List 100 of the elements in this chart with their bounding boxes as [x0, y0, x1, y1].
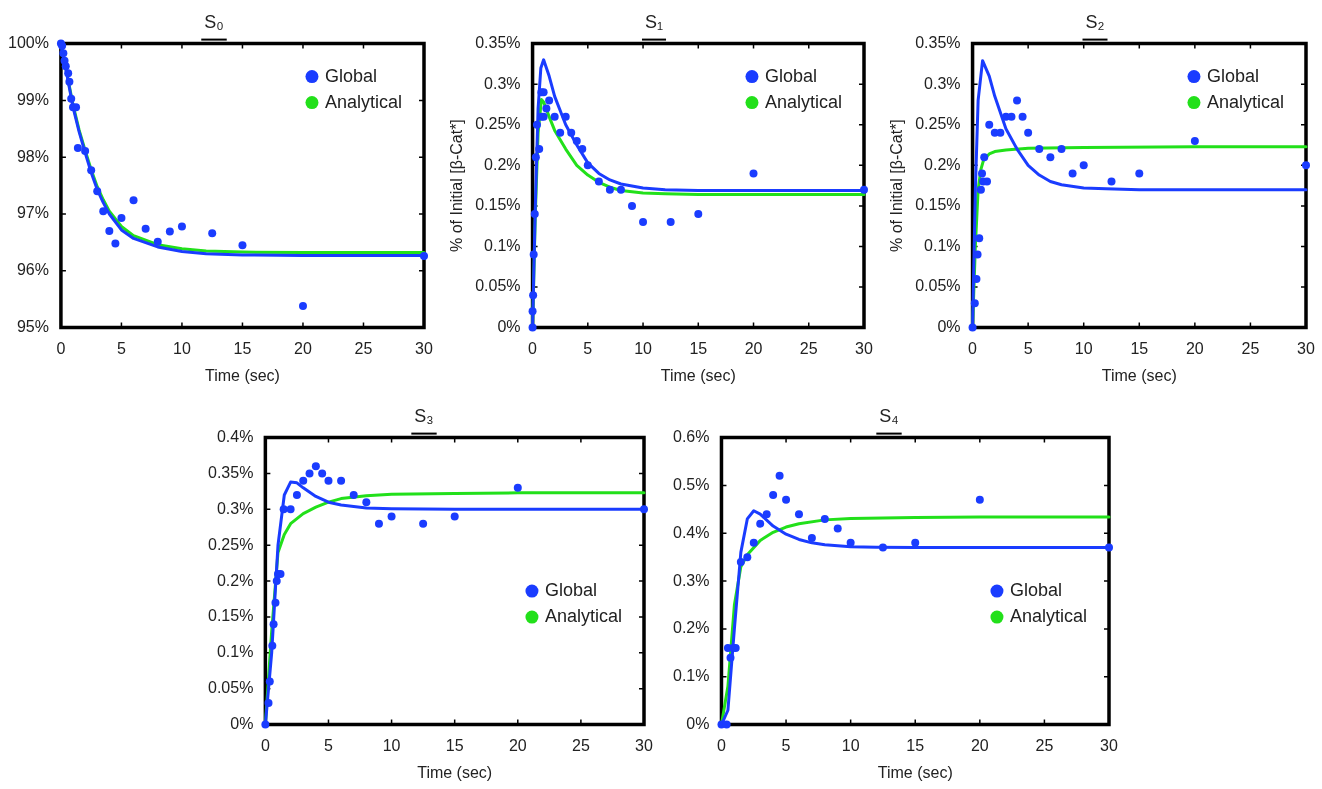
point: [567, 128, 576, 137]
point: [272, 577, 281, 586]
x-tick-label: 15: [906, 736, 925, 754]
point: [81, 146, 90, 155]
point: [794, 510, 803, 519]
point: [129, 196, 138, 205]
point: [99, 207, 108, 216]
point: [976, 185, 985, 194]
point: [616, 185, 625, 194]
point: [318, 469, 327, 478]
point: [269, 620, 278, 629]
point: [1013, 96, 1022, 105]
y-tick-label: 97%: [16, 204, 49, 222]
chart-title: S₂: [1085, 11, 1105, 32]
point: [111, 239, 120, 248]
x-tick-label: 30: [1297, 339, 1315, 357]
point: [528, 307, 537, 316]
point: [1007, 112, 1016, 121]
chart-title: S₁: [644, 11, 664, 32]
y-tick-label: 0%: [230, 715, 254, 733]
point: [165, 227, 174, 236]
x-axis-title: Time (sec): [1101, 366, 1177, 384]
y-tick-label: 95%: [16, 318, 49, 336]
x-tick-label: 15: [1130, 339, 1149, 357]
point: [911, 538, 920, 547]
point: [141, 224, 150, 233]
x-axis-title: Time (sec): [204, 366, 280, 384]
chart-title: S₀: [204, 11, 224, 32]
point: [349, 491, 358, 499]
point: [324, 476, 333, 485]
x-tick-label: 5: [116, 339, 126, 357]
legend-label: Global: [1009, 580, 1062, 601]
point: [1035, 145, 1044, 154]
point: [694, 210, 703, 218]
point: [529, 291, 538, 300]
point: [337, 476, 346, 485]
point: [970, 299, 979, 308]
point: [640, 505, 648, 514]
x-tick-label: 15: [445, 736, 464, 754]
y-tick-label: 100%: [8, 34, 49, 52]
x-tick-label: 30: [855, 339, 873, 357]
legend-label: Analytical: [1206, 91, 1285, 112]
x-tick-label: 10: [382, 736, 401, 754]
y-tick-label: 0.1%: [216, 643, 254, 661]
y-tick-label: 0.4%: [216, 428, 254, 446]
point: [578, 145, 587, 154]
point: [264, 699, 273, 708]
y-tick-label: 98%: [16, 147, 49, 165]
point: [736, 557, 745, 566]
point: [1135, 169, 1144, 178]
y-tick-label: 0.2%: [216, 571, 254, 589]
point: [530, 210, 539, 218]
point: [545, 96, 554, 105]
point: [820, 514, 829, 523]
y-axis-title: % of Initial [β-Cat*]: [888, 119, 906, 253]
point: [556, 128, 565, 137]
point: [1024, 128, 1033, 137]
x-tick-label: 0: [717, 736, 727, 754]
point: [93, 187, 102, 196]
point: [298, 302, 307, 311]
y-axis-title: % of Initial [β-Cat*]: [448, 119, 466, 253]
x-tick-label: 30: [415, 339, 433, 357]
point: [572, 136, 581, 145]
point: [1302, 161, 1310, 170]
y-tick-label: 0.4%: [673, 523, 710, 541]
point: [878, 543, 887, 552]
legend-label: Analytical: [764, 91, 843, 112]
point: [529, 250, 538, 259]
legend-label: Global: [1206, 65, 1259, 86]
y-tick-label: 0.2%: [673, 619, 710, 637]
point: [238, 241, 247, 250]
x-tick-label: 15: [689, 339, 708, 357]
x-tick-label: 25: [799, 339, 818, 357]
point: [387, 512, 396, 521]
point: [749, 538, 758, 547]
point: [1057, 145, 1066, 154]
x-tick-label: 20: [1185, 339, 1204, 357]
point: [846, 538, 855, 547]
x-tick-label: 10: [1074, 339, 1093, 357]
point: [1018, 112, 1027, 121]
point: [968, 323, 977, 332]
point: [535, 145, 544, 154]
y-tick-label: 0.15%: [207, 607, 254, 625]
point: [64, 69, 73, 78]
x-tick-label: 0: [260, 736, 270, 754]
y-tick-label: 0.05%: [207, 679, 254, 697]
x-tick-label: 25: [572, 736, 590, 754]
x-tick-label: 25: [354, 339, 373, 357]
point: [286, 505, 295, 514]
point: [860, 185, 868, 194]
point: [208, 229, 217, 238]
point: [87, 166, 96, 175]
legend-label: Analytical: [324, 91, 403, 112]
y-tick-label: 0.35%: [207, 463, 254, 481]
x-tick-label: 25: [1241, 339, 1260, 357]
point: [292, 491, 301, 499]
point: [528, 323, 537, 332]
x-tick-label: 20: [294, 339, 312, 357]
x-tick-label: 10: [841, 736, 860, 754]
chart-title: S₃: [414, 405, 434, 426]
